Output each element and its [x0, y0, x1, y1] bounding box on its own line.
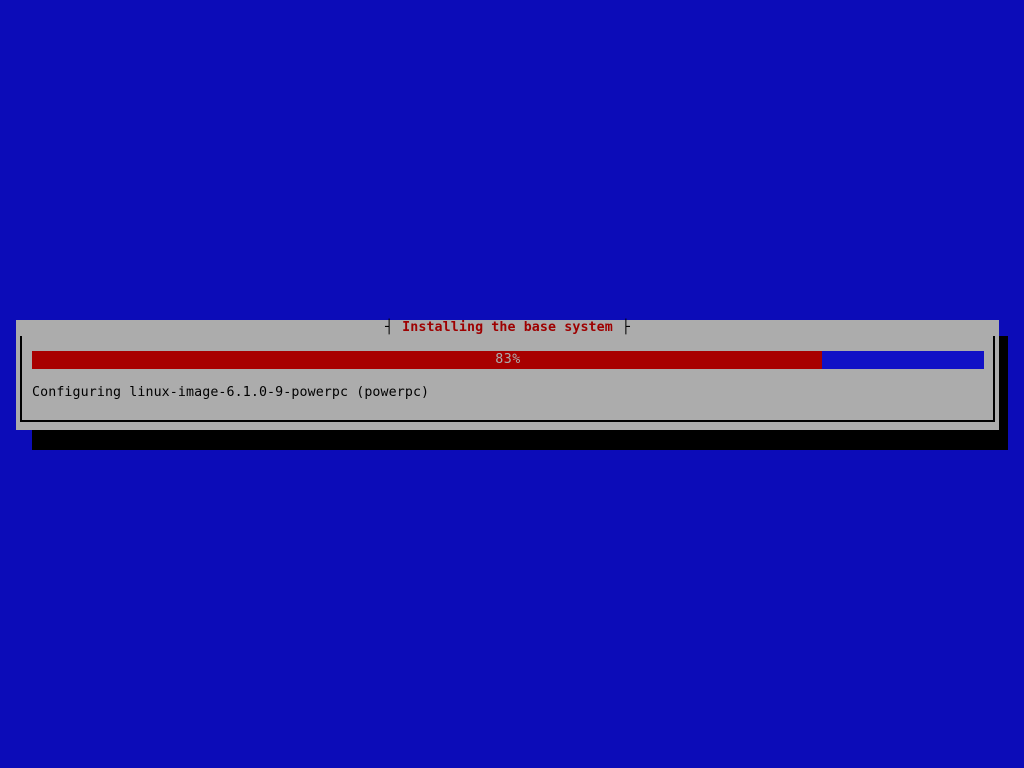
dialog-title: Installing the base system: [393, 320, 622, 336]
dialog-border: [20, 327, 995, 422]
progress-bar: 83%: [32, 351, 984, 369]
status-text: Configuring linux-image-6.1.0-9-powerpc …: [32, 385, 430, 400]
progress-dialog: ┤ Installing the base system ├ 83% Configu…: [16, 320, 999, 430]
title-left-tick-icon: ┤: [385, 320, 394, 335]
dialog-title-row: ┤ Installing the base system ├: [16, 320, 999, 336]
title-right-tick-icon: ├: [621, 320, 630, 335]
progress-percent-label: 83%: [495, 352, 521, 367]
progress-fill: [32, 351, 823, 369]
